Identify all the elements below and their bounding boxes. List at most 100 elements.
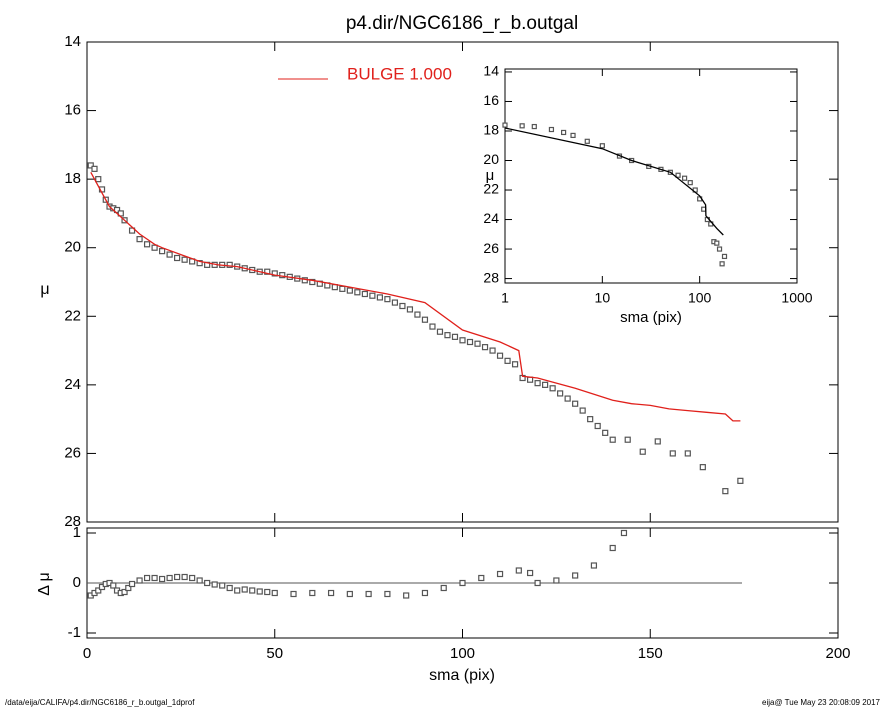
data-point [113, 206, 121, 214]
data-point [429, 323, 436, 330]
y-tick-label: 18 [64, 170, 81, 187]
data-point [737, 477, 744, 484]
data-point [256, 588, 263, 595]
y-tick-label: 20 [483, 151, 499, 167]
data-point [504, 357, 511, 364]
chart-title: p4.dir/NGC6186_r_b.outgal [346, 13, 578, 34]
data-point [459, 579, 466, 587]
data-point [354, 289, 361, 296]
y-tick-label: 24 [483, 210, 499, 226]
data-point [406, 306, 414, 313]
footer-stamp: eija@ Tue May 23 20:08:09 2017 [762, 698, 881, 707]
data-point [496, 570, 504, 578]
data-point [365, 590, 372, 598]
data-point [196, 577, 203, 584]
data-point [515, 567, 522, 574]
data-point [384, 590, 391, 598]
data-point [549, 385, 556, 392]
data-point [211, 581, 218, 588]
data-point [301, 277, 308, 284]
data-point [346, 590, 353, 598]
y-tick-label: 26 [483, 240, 499, 256]
data-point [716, 246, 723, 252]
x-tick-label: 200 [825, 645, 850, 662]
data-point [714, 240, 720, 246]
y-tick-label: 22 [64, 307, 81, 324]
data-point [440, 584, 447, 592]
data-point [722, 488, 729, 495]
data-point [584, 138, 590, 144]
data-point [290, 590, 297, 598]
y-tick-label: 0 [73, 574, 81, 591]
data-point [459, 337, 466, 344]
data-point [564, 395, 571, 402]
y-tick-label: 18 [483, 122, 499, 138]
data-point [478, 574, 485, 582]
data-point [121, 588, 128, 596]
footer-path: /data/eija/CALIFA/p4.dir/NGC6186_r_b.out… [5, 698, 195, 707]
data-point [174, 254, 181, 262]
data-point [681, 175, 688, 181]
data-point [391, 299, 399, 306]
data-point [128, 227, 136, 234]
data-point [609, 436, 616, 443]
y-tick-label: 24 [64, 376, 81, 393]
x-axis-label: sma (pix) [620, 309, 682, 326]
data-point [669, 450, 676, 457]
y-tick-label: 16 [483, 92, 499, 108]
data-point [511, 361, 519, 368]
data-point [421, 316, 429, 323]
y-axis-label: Δ μ [36, 572, 53, 595]
data-point [143, 241, 151, 248]
x-tick-label: 0 [83, 645, 91, 662]
x-tick-label: 10 [595, 290, 611, 306]
y-tick-label: 20 [64, 239, 81, 256]
data-point [444, 332, 451, 339]
data-point [570, 132, 576, 139]
data-point [226, 261, 233, 268]
x-tick-label: 1 [501, 290, 509, 306]
data-point [496, 352, 504, 359]
data-point [309, 278, 316, 286]
data-point [136, 236, 143, 243]
data-point [196, 260, 203, 267]
x-tick-label: 1000 [781, 290, 812, 306]
data-point [271, 589, 278, 597]
data-point [346, 287, 353, 294]
data-point [542, 381, 549, 388]
data-point [181, 573, 188, 581]
y-tick-label: 26 [64, 444, 81, 461]
data-point [620, 529, 628, 537]
data-point [339, 285, 346, 292]
data-point [624, 436, 631, 443]
y-tick-label: 14 [64, 33, 81, 50]
x-tick-label: 150 [638, 645, 663, 662]
data-point [91, 165, 98, 172]
data-point [534, 380, 541, 387]
data-point [384, 296, 391, 303]
model-line [504, 127, 724, 236]
data-point [639, 448, 646, 455]
data-point [557, 390, 564, 397]
data-point [719, 261, 725, 267]
data-point [95, 176, 102, 183]
data-point [166, 251, 173, 258]
data-point [159, 575, 166, 583]
data-point [421, 589, 429, 597]
data-point [687, 180, 693, 186]
data-point [481, 344, 489, 351]
data-point [87, 162, 94, 169]
data-point [151, 574, 158, 582]
data-point [466, 338, 474, 346]
x-tick-label: 100 [688, 290, 712, 306]
data-point [159, 248, 166, 255]
data-point [151, 244, 158, 251]
x-axis-label: sma (pix) [429, 667, 495, 684]
data-point [399, 302, 406, 310]
y-axis-label: μ [40, 281, 49, 298]
data-point [451, 333, 459, 340]
data-point [572, 572, 579, 579]
data-point [376, 294, 383, 301]
data-point [553, 577, 560, 584]
